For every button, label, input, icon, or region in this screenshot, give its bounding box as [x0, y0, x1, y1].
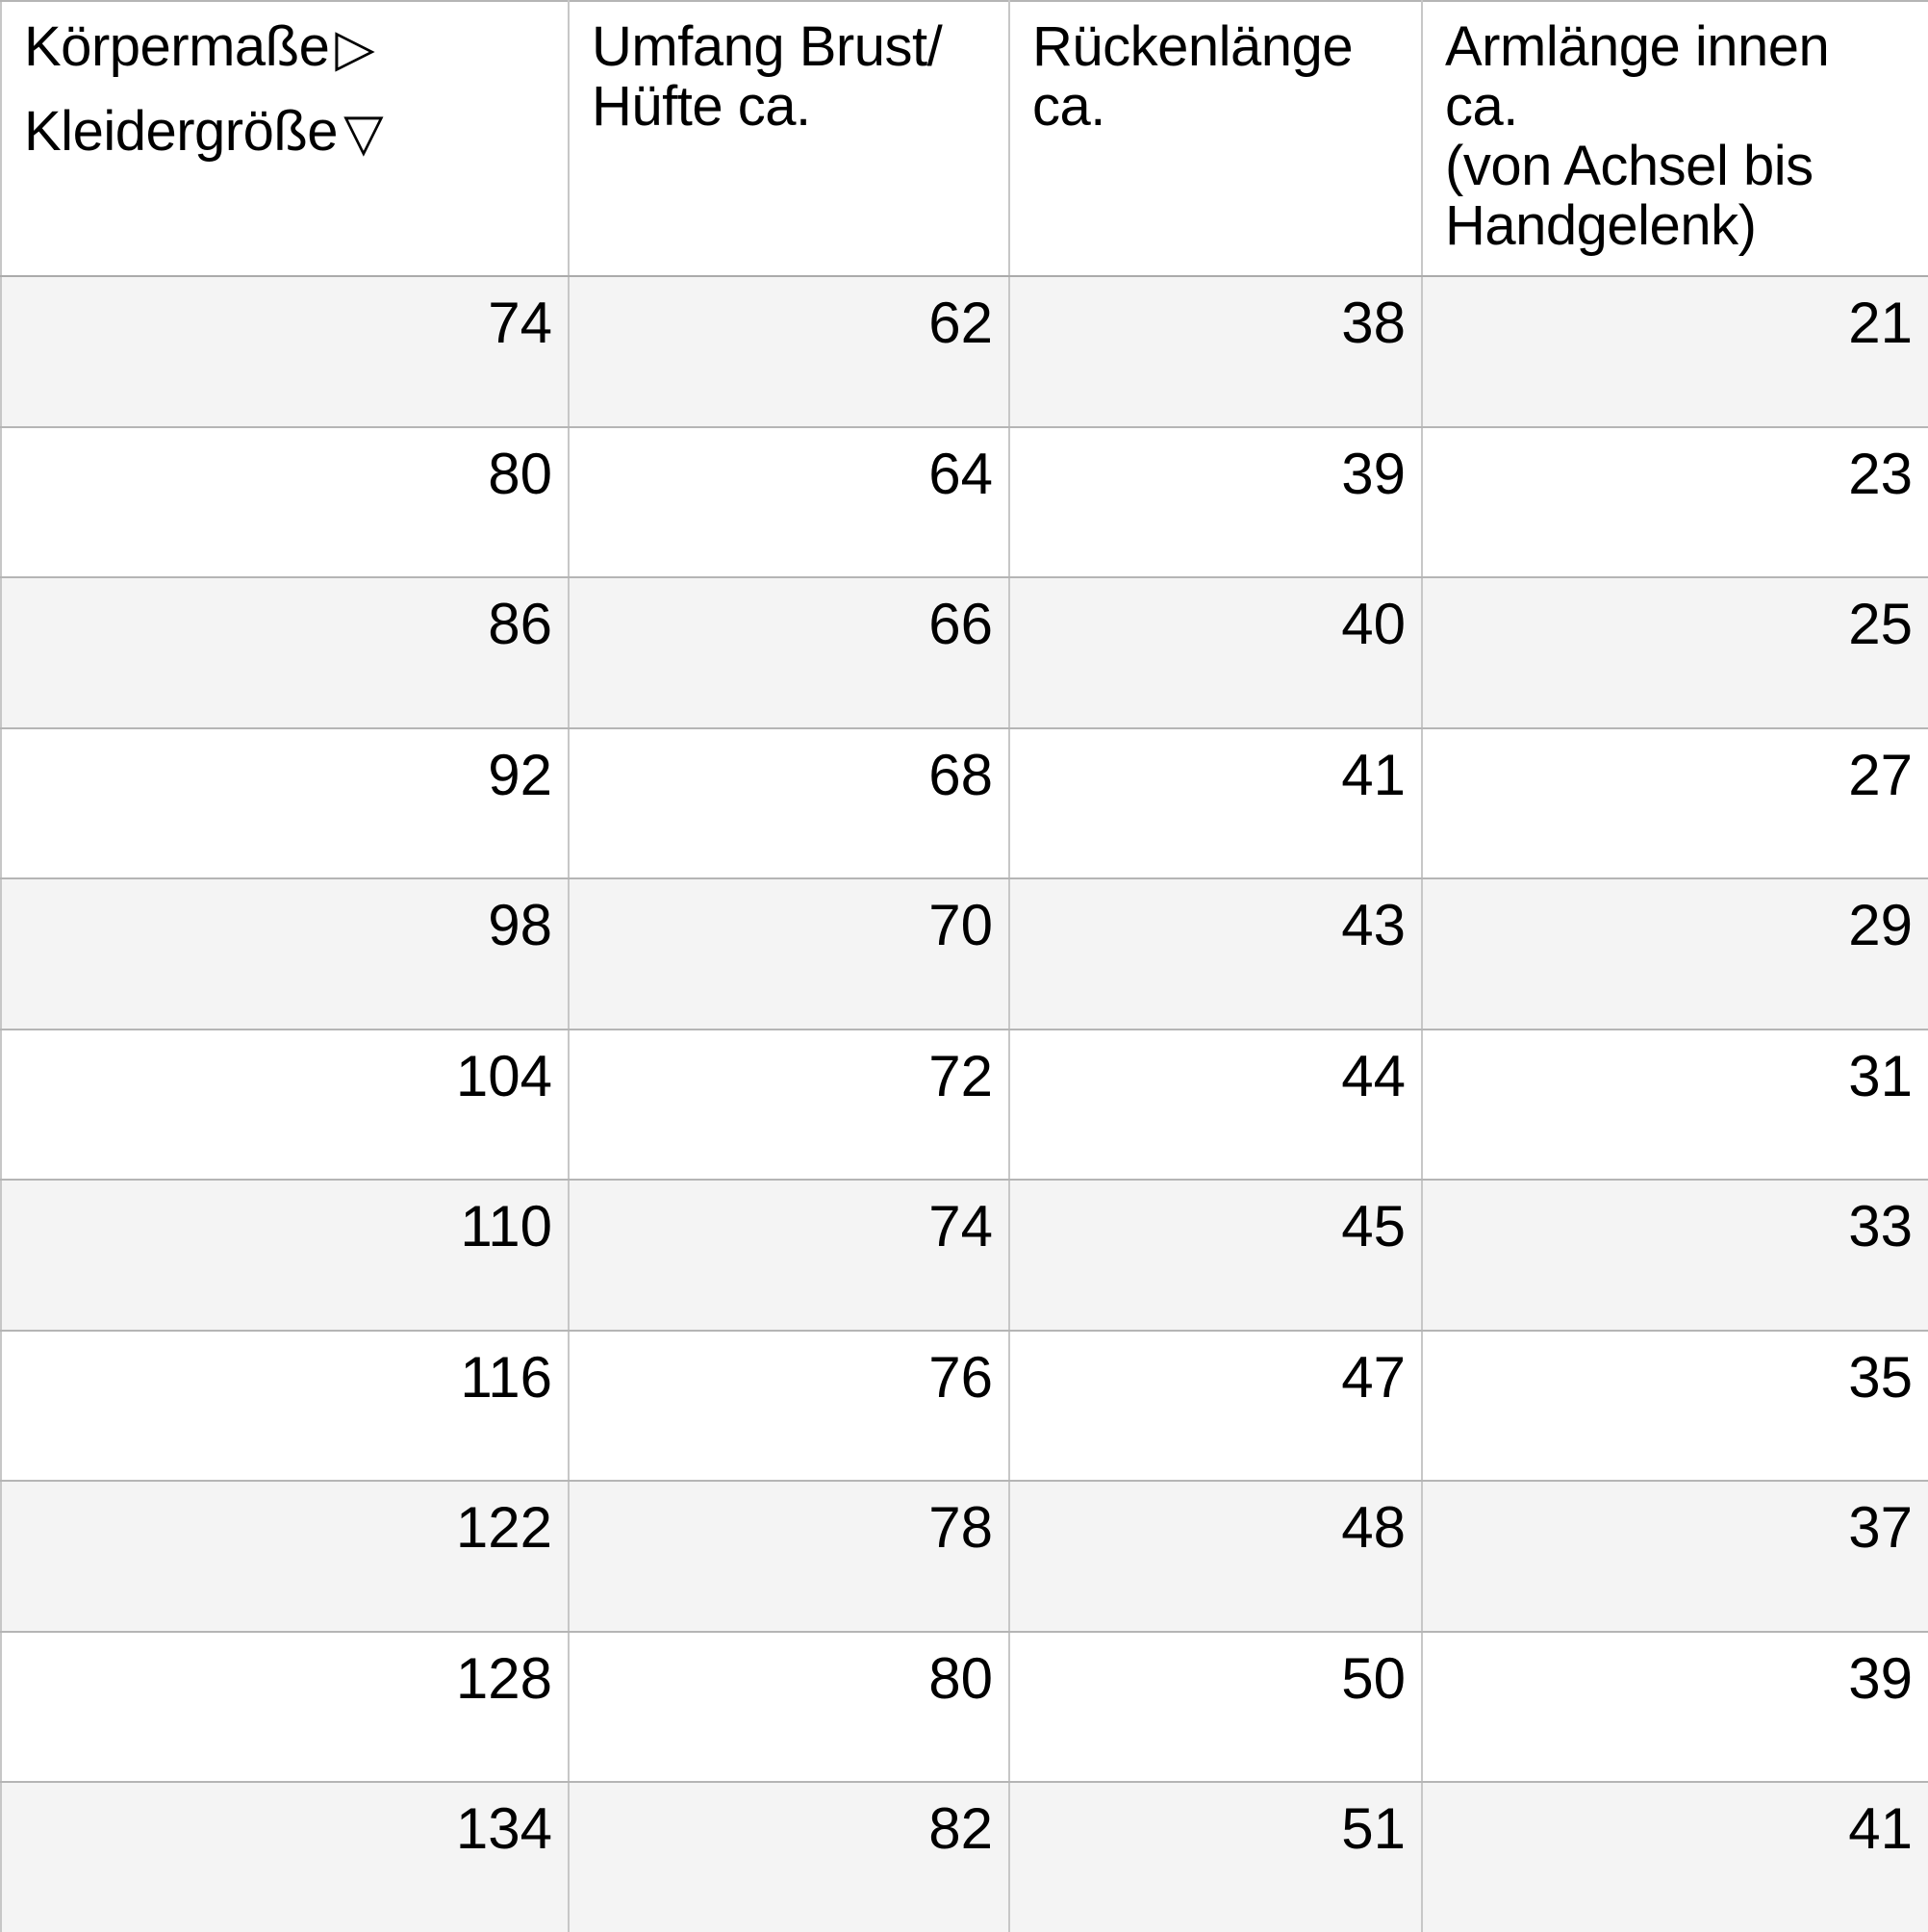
table-row: 92 68 41 27 — [0, 726, 1928, 879]
table-row: 98 70 43 29 — [0, 877, 1928, 1030]
size-chart-header: Körpermaße ▷ Kleidergröße ▽ Umfang Brust/ … — [0, 0, 1928, 277]
size-cell: 134 — [0, 1781, 570, 1932]
row-axis-label-line: Körpermaße ▷ — [24, 17, 550, 78]
chest-hip-cell: 80 — [568, 1630, 1010, 1783]
arm-length-cell: 39 — [1421, 1630, 1928, 1783]
table-row: 80 64 39 23 — [0, 425, 1928, 578]
chest-hip-cell: 66 — [568, 576, 1010, 729]
size-cell: 80 — [0, 425, 570, 578]
column-header-rueckenlaenge: Rückenlänge ca. — [1008, 0, 1423, 277]
back-length-cell: 40 — [1008, 576, 1423, 729]
size-cell: 98 — [0, 877, 570, 1030]
table-row: 128 80 50 39 — [0, 1630, 1928, 1783]
arm-length-cell: 41 — [1421, 1781, 1928, 1932]
chest-hip-cell: 72 — [568, 1028, 1010, 1181]
triangle-right-icon: ▷ — [335, 17, 375, 78]
size-cell: 104 — [0, 1028, 570, 1181]
table-row: 134 82 51 41 — [0, 1781, 1928, 1932]
size-cell: 92 — [0, 726, 570, 879]
table-row: 110 74 45 33 — [0, 1179, 1928, 1332]
back-length-cell: 41 — [1008, 726, 1423, 879]
arm-length-cell: 21 — [1421, 275, 1928, 428]
table-row: 122 78 48 37 — [0, 1480, 1928, 1633]
back-length-cell: 45 — [1008, 1179, 1423, 1332]
chest-hip-cell: 62 — [568, 275, 1010, 428]
chest-hip-cell: 76 — [568, 1329, 1010, 1482]
arm-length-cell: 33 — [1421, 1179, 1928, 1332]
arm-length-cell: 27 — [1421, 726, 1928, 879]
size-cell: 74 — [0, 275, 570, 428]
arm-length-cell: 37 — [1421, 1480, 1928, 1633]
size-cell: 122 — [0, 1480, 570, 1633]
back-length-cell: 44 — [1008, 1028, 1423, 1181]
header-text-line: Rückenlänge ca. — [1032, 15, 1354, 138]
chest-hip-cell: 82 — [568, 1781, 1010, 1932]
header-text-line: (von Achsel bis — [1445, 135, 1814, 197]
col-axis-label-line: Kleidergröße ▽ — [24, 102, 550, 163]
table-row: 116 76 47 35 — [0, 1329, 1928, 1482]
column-header-umfang-brust-huefte: Umfang Brust/ Hüfte ca. — [568, 0, 1010, 277]
back-length-cell: 39 — [1008, 425, 1423, 578]
back-length-cell: 50 — [1008, 1630, 1423, 1783]
arm-length-cell: 25 — [1421, 576, 1928, 729]
chest-hip-cell: 64 — [568, 425, 1010, 578]
header-text-line: Hüfte ca. — [592, 75, 811, 138]
chest-hip-cell: 74 — [568, 1179, 1010, 1332]
column-header-armlaenge: Armlänge innen ca. (von Achsel bis Handg… — [1421, 0, 1928, 277]
back-length-cell: 43 — [1008, 877, 1423, 1030]
triangle-down-icon: ▽ — [343, 102, 384, 163]
header-row: Körpermaße ▷ Kleidergröße ▽ Umfang Brust/ … — [0, 0, 1928, 277]
back-length-cell: 47 — [1008, 1329, 1423, 1482]
size-cell: 128 — [0, 1630, 570, 1783]
arm-length-cell: 23 — [1421, 425, 1928, 578]
chest-hip-cell: 70 — [568, 877, 1010, 1030]
table-row: 104 72 44 31 — [0, 1028, 1928, 1181]
size-chart-body: 74 62 38 21 80 64 39 23 86 66 40 25 92 6… — [0, 275, 1928, 1932]
size-cell: 110 — [0, 1179, 570, 1332]
back-length-cell: 48 — [1008, 1480, 1423, 1633]
arm-length-cell: 31 — [1421, 1028, 1928, 1181]
col-axis-label: Kleidergröße — [24, 100, 339, 163]
arm-length-cell: 35 — [1421, 1329, 1928, 1482]
column-header-koerpermasse-kleidergroesse: Körpermaße ▷ Kleidergröße ▽ — [0, 0, 570, 277]
chest-hip-cell: 78 — [568, 1480, 1010, 1633]
header-text-line: Armlänge innen ca. — [1445, 15, 1830, 138]
row-axis-label: Körpermaße — [24, 15, 330, 78]
arm-length-cell: 29 — [1421, 877, 1928, 1030]
table-row: 74 62 38 21 — [0, 275, 1928, 428]
header-text-line: Handgelenk) — [1445, 194, 1757, 257]
table-row: 86 66 40 25 — [0, 576, 1928, 729]
chest-hip-cell: 68 — [568, 726, 1010, 879]
back-length-cell: 38 — [1008, 275, 1423, 428]
size-cell: 116 — [0, 1329, 570, 1482]
header-text-line: Umfang Brust/ — [592, 15, 943, 78]
size-cell: 86 — [0, 576, 570, 729]
back-length-cell: 51 — [1008, 1781, 1423, 1932]
